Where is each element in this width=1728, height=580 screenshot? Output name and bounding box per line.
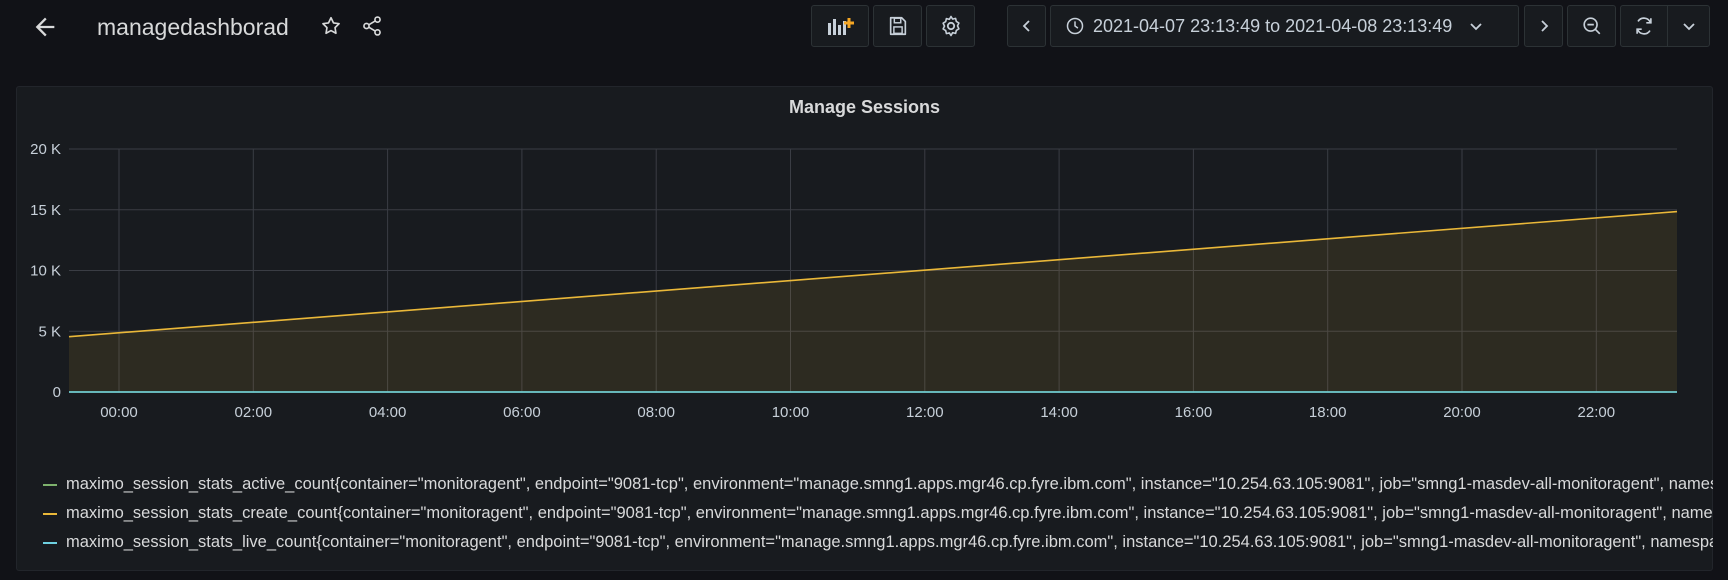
x-tick-label: 10:00 bbox=[772, 404, 810, 421]
x-tick-label: 22:00 bbox=[1578, 404, 1616, 421]
zoom-out-button[interactable] bbox=[1567, 5, 1616, 47]
manage-sessions-panel: Manage Sessions 0 5 K 10 K 15 K 20 K 00:00 02:… bbox=[16, 86, 1713, 571]
clock-icon bbox=[1066, 17, 1084, 35]
arrow-left-icon bbox=[35, 17, 55, 37]
x-tick-label: 20:00 bbox=[1443, 404, 1481, 421]
y-tick-label: 0 bbox=[53, 384, 61, 401]
refresh-icon bbox=[1636, 17, 1652, 35]
x-tick-label: 08:00 bbox=[637, 404, 675, 421]
time-range-text: 2021-04-07 23:13:49 to 2021-04-08 23:13:… bbox=[1093, 15, 1453, 36]
x-tick-label: 00:00 bbox=[100, 404, 138, 421]
legend-item[interactable]: maximo_session_stats_active_count{contai… bbox=[43, 470, 1713, 499]
legend-item[interactable]: maximo_session_stats_create_count{contai… bbox=[43, 499, 1713, 528]
x-tick-label: 02:00 bbox=[235, 404, 273, 421]
x-tick-label: 04:00 bbox=[369, 404, 407, 421]
time-series-chart[interactable]: 0 5 K 10 K 15 K 20 K 00:00 02:00 04:00 06:00 08:0… bbox=[17, 87, 1714, 467]
time-shift-back-button[interactable] bbox=[1007, 5, 1046, 47]
add-panel-icon bbox=[828, 18, 854, 35]
gear-icon bbox=[941, 15, 960, 37]
share-icon bbox=[363, 16, 381, 36]
y-tick-label: 10 K bbox=[30, 263, 61, 280]
back-button[interactable] bbox=[28, 10, 62, 44]
x-tick-label: 12:00 bbox=[906, 404, 944, 421]
y-tick-label: 5 K bbox=[38, 323, 61, 340]
legend-label: maximo_session_stats_live_count{containe… bbox=[66, 533, 1713, 551]
chevron-left-icon bbox=[1022, 20, 1030, 32]
dashboard-title[interactable]: managedashborad bbox=[97, 14, 289, 40]
series-area bbox=[69, 211, 1677, 392]
share-button[interactable] bbox=[359, 13, 385, 39]
y-tick-label: 20 K bbox=[30, 141, 61, 158]
legend-swatch bbox=[43, 512, 57, 515]
time-shift-forward-button[interactable] bbox=[1524, 5, 1563, 47]
x-tick-label: 14:00 bbox=[1040, 404, 1078, 421]
x-tick-label: 06:00 bbox=[503, 404, 541, 421]
series-line bbox=[68, 210, 1678, 338]
chevron-down-icon bbox=[1682, 23, 1695, 31]
star-icon bbox=[322, 16, 340, 35]
add-panel-button[interactable] bbox=[811, 5, 869, 47]
zoom-out-icon bbox=[1582, 17, 1600, 35]
star-button[interactable] bbox=[318, 13, 344, 39]
chevron-down-icon bbox=[1470, 23, 1482, 31]
save-icon bbox=[889, 16, 906, 36]
save-dashboard-button[interactable] bbox=[873, 5, 922, 47]
panel-title[interactable]: Manage Sessions bbox=[788, 97, 941, 117]
y-tick-label: 15 K bbox=[30, 202, 61, 219]
time-range-picker[interactable]: 2021-04-07 23:13:49 to 2021-04-08 23:13:… bbox=[1050, 5, 1519, 47]
x-tick-label: 16:00 bbox=[1175, 404, 1213, 421]
legend-swatch bbox=[43, 483, 57, 486]
legend-item[interactable]: maximo_session_stats_live_count{containe… bbox=[43, 528, 1713, 557]
refresh-button[interactable] bbox=[1620, 5, 1668, 47]
chart-legend: maximo_session_stats_active_count{contai… bbox=[43, 470, 1713, 557]
refresh-interval-dropdown[interactable] bbox=[1667, 5, 1710, 47]
x-tick-label: 18:00 bbox=[1309, 404, 1347, 421]
legend-swatch bbox=[43, 541, 57, 544]
legend-label: maximo_session_stats_create_count{contai… bbox=[66, 504, 1713, 522]
dashboard-settings-button[interactable] bbox=[926, 5, 975, 47]
chevron-right-icon bbox=[1540, 20, 1548, 32]
legend-label: maximo_session_stats_active_count{contai… bbox=[66, 475, 1713, 493]
dashboard-navbar: managedashborad 2021-04-07 23:13:49 to 2… bbox=[0, 0, 1728, 56]
